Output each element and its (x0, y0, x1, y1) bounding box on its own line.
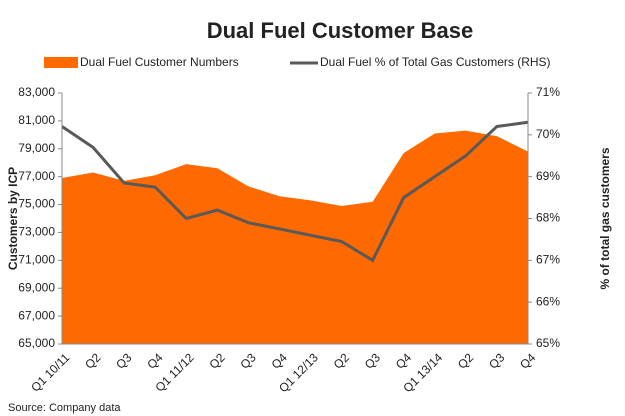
y2-tick-label: 67% (536, 253, 560, 267)
y-tick-label: 83,000 (18, 85, 55, 99)
y2-tick-label: 68% (536, 211, 560, 225)
y-tick-label: 67,000 (18, 308, 55, 322)
x-tick-label: Q4 (517, 350, 538, 371)
x-tick-label: Q1 10/11 (28, 350, 72, 394)
y-tick-label: 69,000 (18, 280, 55, 294)
x-tick-label: Q3 (362, 350, 383, 371)
x-tick-label: Q3 (486, 350, 507, 371)
x-tick-label: Q4 (269, 350, 290, 371)
area (62, 130, 528, 344)
y-axis-title: Customers by ICP (6, 167, 20, 270)
x-tick-label: Q3 (238, 350, 259, 371)
y-tick-label: 77,000 (18, 169, 55, 183)
source: Source: Company data (8, 402, 121, 414)
y2-tick-label: 71% (536, 85, 560, 99)
legend-label: Dual Fuel % of Total Gas Customers (RHS) (320, 55, 551, 69)
y2-tick-label: 69% (536, 169, 560, 183)
y2-axis-title: % of total gas customers (598, 147, 612, 289)
y-tick-label: 65,000 (18, 336, 55, 350)
legend-label: Dual Fuel Customer Numbers (80, 55, 239, 69)
y2-tick-label: 65% (536, 336, 560, 350)
y-tick-label: 75,000 (18, 197, 55, 211)
y-tick-label: 79,000 (18, 141, 55, 155)
x-tick-label: Q4 (393, 350, 414, 371)
x-tick-label: Q2 (331, 350, 352, 371)
x-tick-label: Q2 (82, 350, 103, 371)
legend-swatch (44, 57, 78, 68)
y2-tick-label: 66% (536, 294, 560, 308)
y-tick-label: 71,000 (18, 253, 55, 267)
y-tick-label: 81,000 (18, 113, 55, 127)
y-tick-label: 73,000 (18, 225, 55, 239)
line (61, 120, 529, 263)
x-tick-label: Q2 (206, 350, 227, 371)
x-tick-label: Q4 (144, 350, 165, 371)
x-tick-label: Q3 (113, 350, 134, 371)
y2-tick-label: 70% (536, 127, 560, 141)
chart-title: Dual Fuel Customer Base (207, 18, 474, 43)
x-tick-label: Q2 (455, 350, 476, 371)
